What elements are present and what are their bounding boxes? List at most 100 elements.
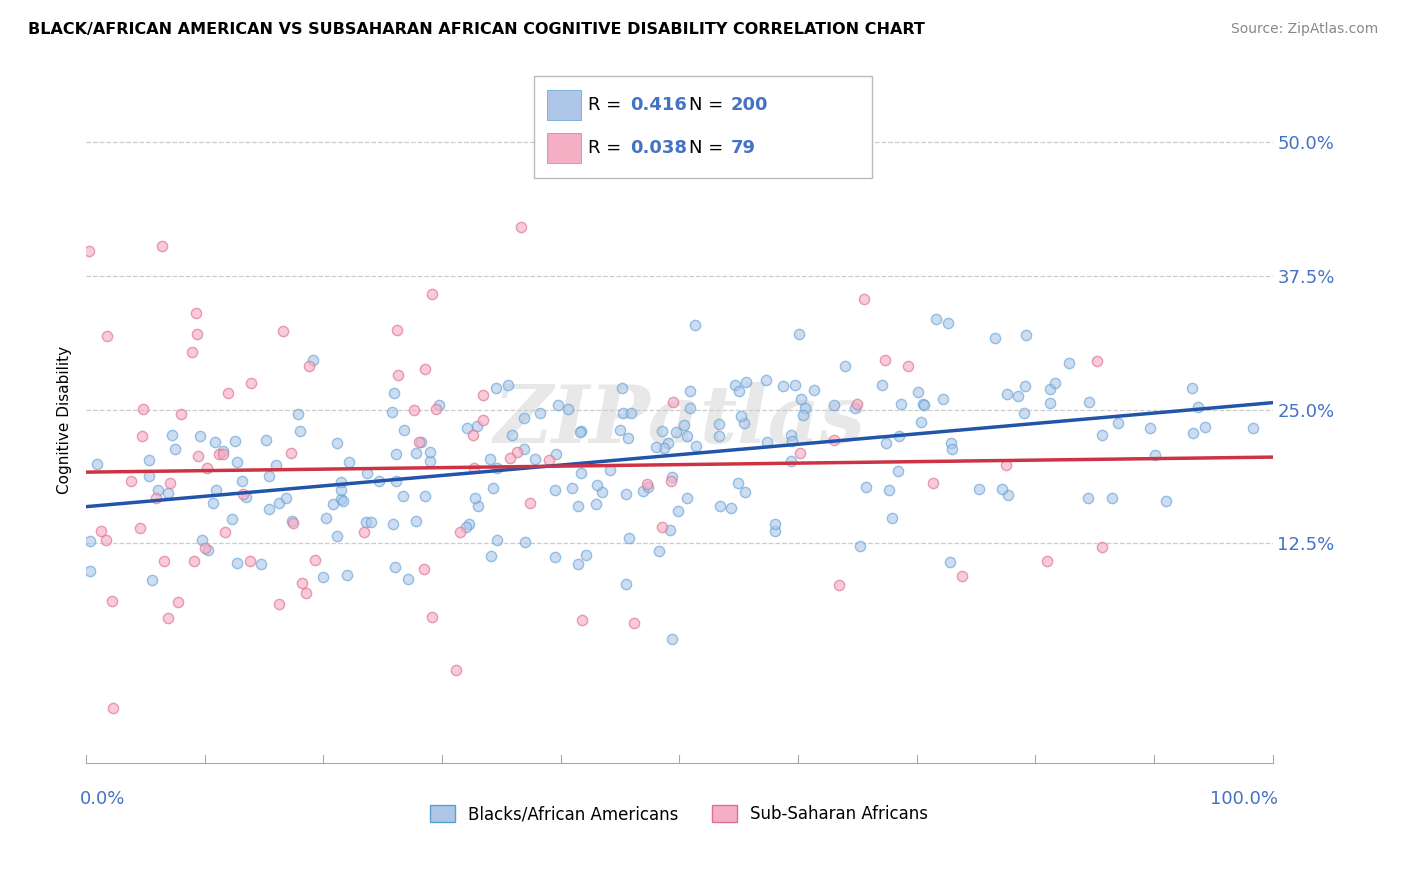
Point — [997, 487, 1019, 501]
Point — [609, 424, 631, 438]
Point — [1139, 420, 1161, 434]
Point — [633, 483, 655, 498]
Point — [353, 524, 375, 539]
Point — [311, 570, 333, 584]
Point — [939, 555, 962, 569]
Point — [456, 421, 478, 435]
Point — [1059, 355, 1081, 369]
Point — [425, 401, 447, 416]
Point — [782, 434, 804, 449]
Point — [269, 496, 291, 510]
Point — [983, 331, 1005, 345]
Point — [794, 401, 817, 416]
Point — [409, 435, 432, 450]
Point — [651, 424, 673, 438]
Point — [153, 554, 176, 568]
Point — [298, 359, 321, 373]
Point — [623, 616, 645, 631]
Point — [952, 569, 974, 583]
Point — [330, 475, 353, 489]
Point — [231, 474, 253, 488]
Point — [792, 408, 814, 422]
Point — [683, 318, 706, 332]
Point — [789, 392, 811, 407]
Point — [479, 452, 502, 467]
Point — [156, 611, 179, 625]
Point — [326, 436, 349, 450]
Point — [181, 344, 204, 359]
Point — [870, 377, 893, 392]
Point — [890, 397, 912, 411]
Point — [939, 435, 962, 450]
Point — [429, 397, 451, 411]
Point — [1194, 420, 1216, 434]
Point — [652, 442, 675, 456]
Point — [464, 491, 486, 505]
Point — [77, 244, 100, 258]
Point — [1241, 420, 1264, 434]
Point — [384, 474, 406, 488]
Point — [129, 521, 152, 535]
Point — [1181, 425, 1204, 440]
Point — [932, 392, 955, 406]
Point — [385, 447, 408, 461]
Point — [780, 428, 803, 442]
Point — [217, 385, 239, 400]
Point — [567, 558, 589, 572]
Point — [887, 464, 910, 478]
Point — [509, 219, 531, 234]
Point — [779, 454, 801, 468]
Point — [419, 454, 441, 468]
Text: ZIPatlas: ZIPatlas — [494, 382, 865, 459]
Point — [138, 469, 160, 483]
Point — [259, 469, 281, 483]
Point — [267, 597, 290, 611]
Point — [907, 385, 929, 400]
Point — [995, 387, 1018, 401]
Point — [612, 406, 634, 420]
Point — [214, 524, 236, 539]
Point — [330, 492, 353, 507]
Text: 0.038: 0.038 — [630, 139, 688, 157]
Point — [882, 511, 904, 525]
Point — [330, 483, 353, 498]
Point — [479, 549, 502, 564]
Point — [569, 424, 592, 438]
Point — [392, 489, 415, 503]
Point — [887, 429, 910, 443]
Point — [396, 572, 419, 586]
Point — [101, 594, 124, 608]
Point — [419, 445, 441, 459]
Point — [304, 553, 326, 567]
Point — [679, 401, 702, 415]
Point — [512, 442, 534, 457]
Point — [803, 384, 825, 398]
Point — [591, 485, 613, 500]
Point — [676, 491, 699, 506]
Point — [287, 407, 309, 421]
Point — [191, 533, 214, 548]
Point — [823, 398, 845, 412]
Point — [187, 449, 209, 463]
Point — [221, 512, 243, 526]
Point — [472, 413, 495, 427]
Point — [1007, 389, 1029, 403]
Point — [413, 562, 436, 576]
Point — [873, 352, 896, 367]
Point — [614, 576, 637, 591]
Point — [724, 377, 747, 392]
Point — [138, 452, 160, 467]
Point — [1187, 400, 1209, 414]
Point — [204, 483, 226, 497]
Point — [274, 491, 297, 506]
Point — [912, 398, 935, 412]
Point — [295, 586, 318, 600]
Point — [969, 482, 991, 496]
Point — [456, 520, 478, 534]
Point — [544, 446, 567, 460]
Point — [543, 483, 565, 498]
Point — [382, 517, 405, 532]
Point — [120, 475, 142, 489]
Point — [657, 435, 679, 450]
Point — [727, 475, 749, 490]
